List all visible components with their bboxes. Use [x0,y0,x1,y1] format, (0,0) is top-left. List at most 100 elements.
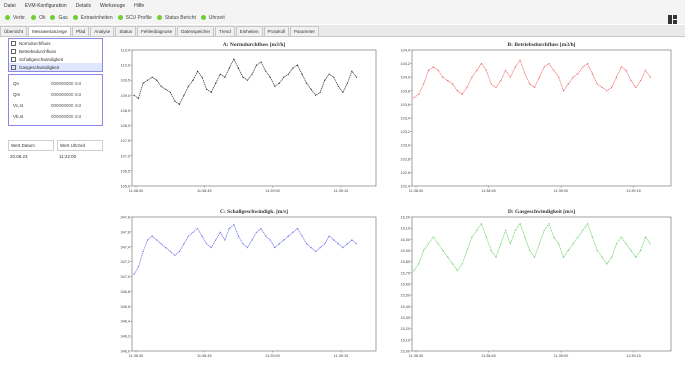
data-point [256,64,258,66]
series-line [413,222,651,272]
menu-item[interactable]: Datei [4,2,16,9]
data-point [215,82,217,84]
status-dot-icon [72,15,78,20]
menu-item[interactable]: Werkzeuge [99,2,126,9]
tree-item[interactable]: Schallgeschwindigkeit [9,55,102,63]
data-point [174,100,176,102]
window-tile-icon[interactable] [668,15,677,24]
tab[interactable]: Übersicht [0,26,28,36]
data-point [301,73,303,75]
data-point [210,91,212,93]
data-point [237,67,239,69]
data-point [315,94,317,96]
menu-item[interactable]: Hilfe [134,2,145,9]
x-tick-label: 11:39:00 [554,189,569,193]
data-point [133,94,135,96]
expand-box-icon[interactable] [11,64,16,70]
tree-item[interactable]: Normdurchfluss [9,39,102,47]
data-point [283,239,285,241]
chart-title: C: Schallgeschwindigk. [m/s] [220,209,288,215]
data-point [509,243,511,245]
tab[interactable]: Einheiten [235,26,263,36]
tab[interactable]: Trend [215,26,235,36]
y-tick-label: 346,6 [120,305,130,309]
data-point [260,227,262,230]
data-point [156,239,158,241]
tab[interactable]: Protokoll [263,26,290,36]
data-point [447,256,449,258]
tab-bar: Übersicht Messwertanzeige Pfad Analyse Statu… [0,25,685,37]
data-point [490,249,492,252]
data-point [635,86,637,88]
data-point [197,70,199,72]
menu-item[interactable]: EVM-Konfiguration [24,2,67,9]
data-point [147,79,149,81]
y-tick-label: 15,30 [400,316,410,320]
y-tick-label: 106,5 [120,169,130,173]
data-point [215,239,217,241]
y-tick-label: 347,2 [120,260,130,264]
data-point [635,256,637,258]
value-key: Qn [13,81,20,86]
data-point [466,249,468,252]
data-point [644,236,647,238]
y-tick-label: 15,40 [400,305,410,309]
data-point [471,236,473,238]
toolbar-item[interactable]: Ok [31,15,45,21]
data-point [543,229,545,231]
data-point [615,76,618,78]
data-point [514,229,516,231]
chart-title: A: Normdurchfluss [m3/h] [223,42,286,48]
x-tick-label: 11:38:45 [481,189,496,193]
data-point [452,83,454,85]
toolbar-item[interactable]: Uhrzeit [200,15,225,21]
series-line [133,58,357,105]
toolbar-item-label: Ok [39,14,46,21]
data-point [192,231,194,233]
toolbar-item[interactable]: SCU Profile [117,15,152,21]
toolbar-item-label: Verbr. [13,14,27,21]
data-point [577,236,579,238]
tab[interactable]: Parameter [290,26,320,36]
expand-box-icon[interactable] [11,40,16,46]
data-point [548,63,550,65]
tab[interactable]: Datenspeicher [177,26,215,36]
y-tick-label: 105,9 [120,185,130,189]
toolbar-item[interactable]: Extraeinheiten [72,15,113,21]
data-point [278,243,280,245]
data-point [630,80,632,82]
x-tick-label: 11:39:00 [265,189,280,193]
data-point [418,263,420,265]
data-point [337,243,339,245]
tab[interactable]: Fehlerdiagnose [137,26,177,36]
data-point [572,76,574,78]
y-tick-label: 103,8 [400,89,410,93]
data-point [169,91,171,93]
y-tick-label: 107,0 [120,154,130,158]
plot-area [411,216,672,352]
data-point [649,243,651,245]
data-point [591,73,593,75]
data-point [292,231,294,233]
data-point [192,79,194,81]
expand-box-icon[interactable] [11,48,16,54]
data-point [500,80,502,82]
y-tick-label: 15,20 [400,327,410,331]
menu-item[interactable]: Details [75,2,91,9]
toolbar-item[interactable]: Status Bericht [156,15,196,21]
tree-item[interactable]: Betriebsdurchfluss [9,47,102,55]
value-row: Vc,st 000000000 m3 [9,100,102,111]
toolbar-item[interactable]: Verbr. [5,15,26,21]
toolbar-item[interactable]: Gas [50,15,68,21]
data-point [413,97,415,99]
tab[interactable]: Pfad [72,26,90,36]
tree-item[interactable]: Gasgeschwindigkeit [9,63,102,71]
tab[interactable]: Messwertanzeige [28,26,72,36]
y-tick-label: 102,8 [400,157,410,161]
expand-box-icon[interactable] [11,56,16,62]
data-point [611,256,613,258]
data-point [591,236,593,238]
tab[interactable]: Status [115,26,137,36]
data-point [137,97,140,99]
tab[interactable]: Analyse [90,26,115,36]
